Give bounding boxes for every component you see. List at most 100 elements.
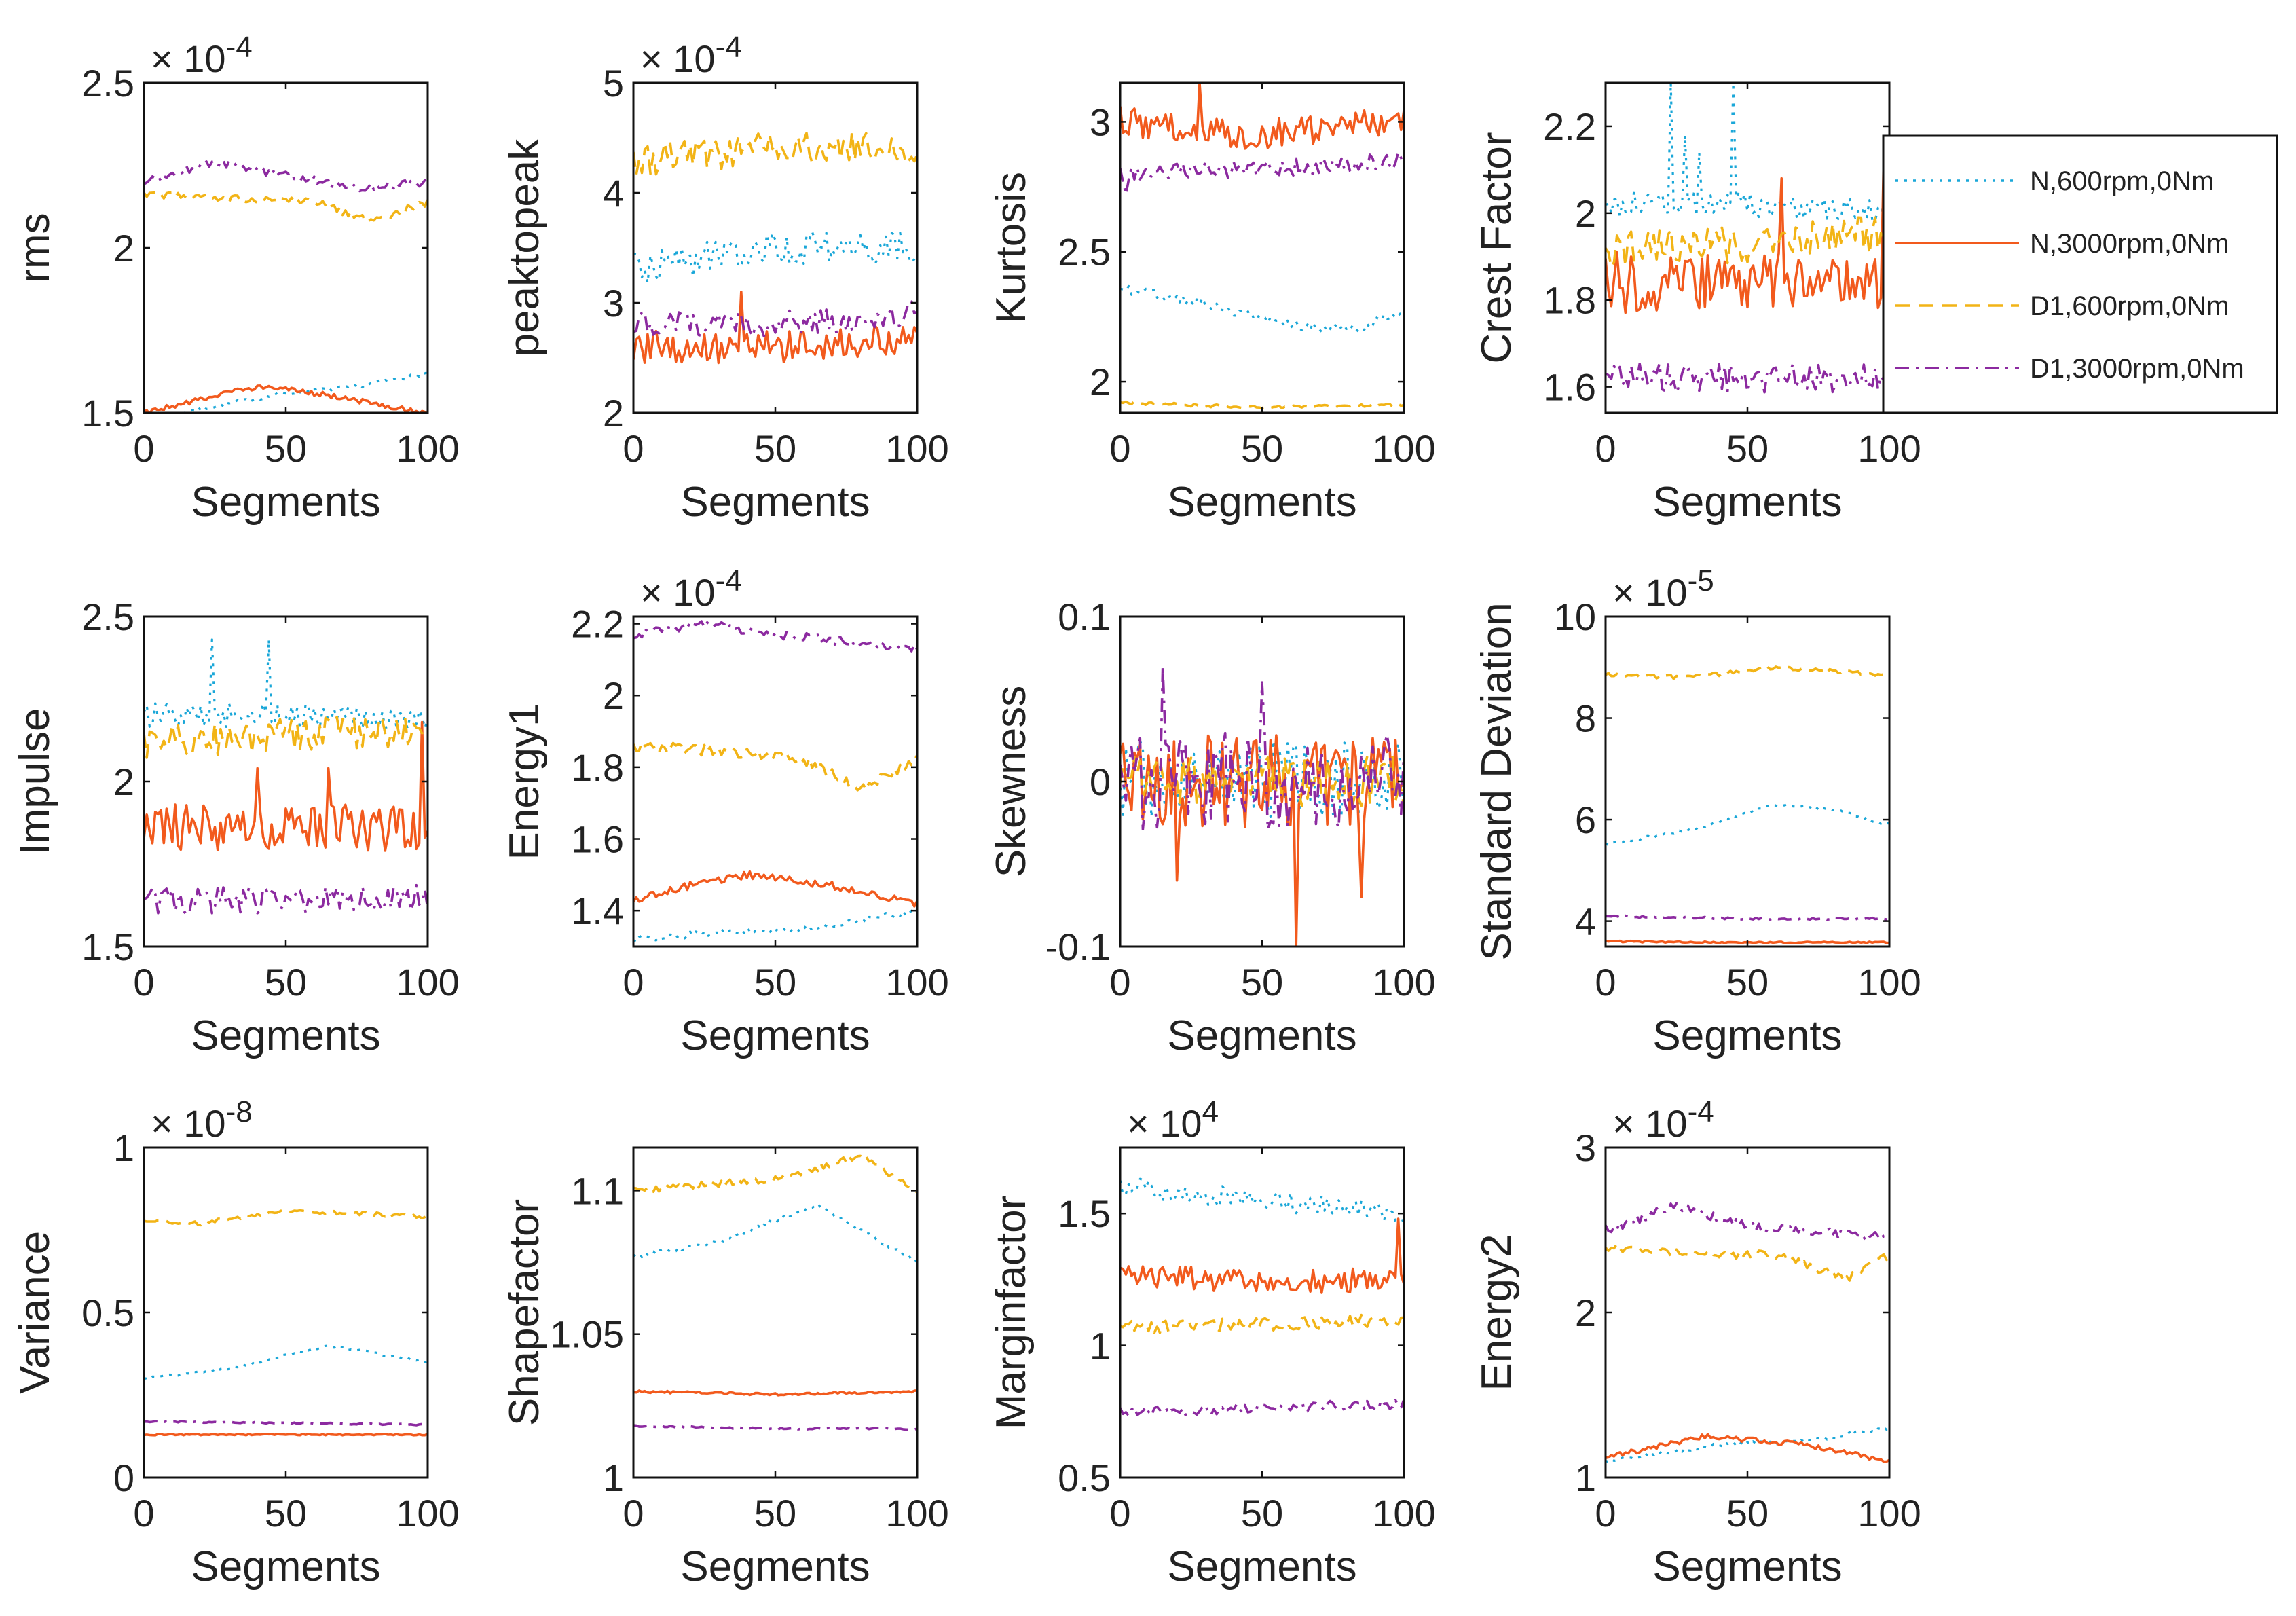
x-tick-label: 100 xyxy=(885,961,948,1004)
series-line-n-3000rpm-0nm xyxy=(1120,1217,1404,1294)
legend: N,600rpm,0Nm N,3000rpm,0Nm D1,600rpm,0Nm D1… xyxy=(1882,134,2278,414)
axes-frame xyxy=(1604,615,1891,948)
series-line-n-600rpm-0nm xyxy=(168,371,428,413)
y-tick-label: 1.6 xyxy=(1543,366,1596,409)
y-tick-label: 3 xyxy=(1090,100,1111,143)
y-tick-label: -0.1 xyxy=(1045,925,1111,968)
series-group xyxy=(144,159,428,413)
series-line-d1-600rpm-0nm xyxy=(1606,1243,1889,1283)
subplot-energy1: 0 50 100 1.4 1.6 1.8 2 2.2 Segments Energy1 × 10-4 xyxy=(501,564,949,1059)
subplot-standard-deviation: 0 50 100 4 6 8 10 Segments Standard Deviation × 1… xyxy=(1473,564,1921,1059)
subplot-shapefactor: 0 50 100 1 1.05 1.1 Segments Shapefactor xyxy=(501,1146,949,1590)
x-tick-label: 0 xyxy=(1595,1492,1616,1535)
series-line-n-3000rpm-0nm xyxy=(633,1389,917,1397)
y-tick-label: 2 xyxy=(1575,1291,1596,1334)
series-line-d1-3000rpm-0nm xyxy=(1120,665,1404,831)
x-tick-label: 50 xyxy=(1241,961,1283,1004)
x-tick-label: 100 xyxy=(1857,961,1921,1004)
y-tick-label: 2 xyxy=(1090,361,1111,403)
x-tick-label: 100 xyxy=(396,1492,459,1535)
series-line-d1-600rpm-0nm xyxy=(144,1208,428,1227)
series-line-d1-3000rpm-0nm xyxy=(144,159,428,193)
legend-label: D1,3000rpm,0Nm xyxy=(2030,354,2244,384)
x-tick-label: 50 xyxy=(1726,1492,1769,1535)
series-line-n-3000rpm-0nm xyxy=(144,720,428,852)
series-line-d1-3000rpm-0nm xyxy=(144,1420,428,1427)
series-group xyxy=(633,1154,917,1431)
y-tick-label: 5 xyxy=(603,62,624,105)
legend-item-n-3000rpm-0nm: N,3000rpm,0Nm xyxy=(1895,229,2229,259)
y-tick-label: 0.5 xyxy=(81,1291,134,1334)
x-tick-label: 100 xyxy=(1372,427,1435,470)
x-tick-label: 0 xyxy=(623,1492,644,1535)
series-line-n-600rpm-0nm xyxy=(1606,803,1889,846)
series-line-n-3000rpm-0nm xyxy=(633,290,917,365)
y-tick-label: 0.5 xyxy=(1058,1456,1111,1499)
y-tick-label: 2.5 xyxy=(1058,231,1111,274)
y-tick-label: 2.2 xyxy=(1543,105,1596,148)
y-tick-label: 4 xyxy=(1575,900,1596,943)
y-tick-label: 1 xyxy=(1575,1456,1596,1499)
series-line-n-600rpm-0nm xyxy=(1606,83,1889,227)
x-tick-label: 100 xyxy=(1372,961,1435,1004)
y-tick-label: 1.05 xyxy=(550,1313,624,1356)
axis-multiplier: × 10-4 xyxy=(640,31,742,80)
axes-frame xyxy=(1119,1146,1405,1479)
y-tick-label: 0.1 xyxy=(1058,595,1111,638)
series-line-n-3000rpm-0nm xyxy=(1606,1433,1889,1463)
series-line-n-3000rpm-0nm xyxy=(144,384,428,413)
series-line-d1-3000rpm-0nm xyxy=(1606,1202,1889,1243)
y-axis-label: Crest Factor xyxy=(1473,132,1520,363)
x-axis-label: Segments xyxy=(680,479,870,526)
y-tick-label: 2.5 xyxy=(81,62,134,105)
series-line-n-3000rpm-0nm xyxy=(633,870,917,908)
x-axis-label: Segments xyxy=(1652,1012,1842,1059)
y-tick-label: 2.2 xyxy=(571,603,624,646)
legend-item-d1-600rpm-0nm: D1,600rpm,0Nm xyxy=(1895,291,2229,321)
y-tick-label: 2 xyxy=(603,392,624,435)
y-tick-label: 3 xyxy=(603,282,624,325)
y-tick-label: 10 xyxy=(1554,595,1596,638)
x-tick-label: 100 xyxy=(396,427,459,470)
subplot-marginfactor: 0 50 100 0.5 1 1.5 Segments Marginfactor × 104 xyxy=(988,1095,1436,1590)
x-tick-label: 100 xyxy=(396,961,459,1004)
x-tick-label: 100 xyxy=(885,427,948,470)
axis-multiplier: × 10-4 xyxy=(1612,1095,1714,1145)
y-axis-label: Marginfactor xyxy=(988,1196,1035,1430)
x-tick-label: 100 xyxy=(1372,1492,1435,1535)
series-line-d1-600rpm-0nm xyxy=(1606,665,1889,680)
subplot-rms: 0 50 100 1.5 2 2.5 Segments rms × 10-4 xyxy=(12,31,460,526)
series-line-n-3000rpm-0nm xyxy=(1606,160,1889,314)
y-tick-label: 2 xyxy=(603,674,624,717)
series-line-d1-3000rpm-0nm xyxy=(633,620,917,653)
y-axis-label: rms xyxy=(12,213,58,282)
y-tick-label: 4 xyxy=(603,172,624,215)
y-axis-label: Impulse xyxy=(12,708,58,855)
axes-frame xyxy=(143,81,429,414)
x-axis-label: Segments xyxy=(191,1012,380,1059)
subplot-variance: 0 50 100 0 0.5 1 Segments Variance × 10-8 xyxy=(12,1095,460,1590)
legend-item-d1-3000rpm-0nm: D1,3000rpm,0Nm xyxy=(1895,354,2244,384)
legend-label: N,3000rpm,0Nm xyxy=(2030,229,2229,259)
axis-multiplier: × 10-4 xyxy=(640,564,742,614)
subplot-crest-factor: 0 50 100 1.6 1.8 2 2.2 Segments Crest Factor xyxy=(1473,81,1921,526)
x-axis-label: Segments xyxy=(1167,479,1356,526)
x-tick-label: 0 xyxy=(1109,427,1130,470)
y-tick-label: 1 xyxy=(1090,1325,1111,1367)
series-group xyxy=(1120,1177,1404,1417)
series-group xyxy=(1606,83,1889,394)
x-tick-label: 50 xyxy=(1241,427,1283,470)
series-line-n-600rpm-0nm xyxy=(633,230,917,284)
y-tick-label: 0 xyxy=(113,1456,134,1499)
y-tick-label: 0 xyxy=(1090,760,1111,803)
y-tick-label: 1.5 xyxy=(81,925,134,968)
y-axis-label: Standard Deviation xyxy=(1473,602,1520,960)
x-axis-label: Segments xyxy=(680,1012,870,1059)
y-tick-label: 2 xyxy=(113,760,134,803)
x-tick-label: 0 xyxy=(133,1492,154,1535)
axis-multiplier: × 104 xyxy=(1127,1095,1219,1145)
y-tick-label: 2 xyxy=(1575,192,1596,235)
